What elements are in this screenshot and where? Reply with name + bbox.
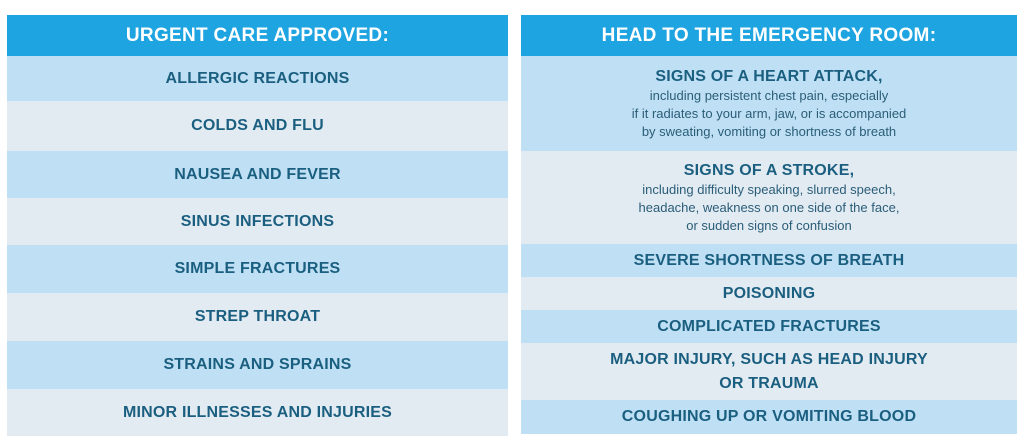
list-item: COUGHING UP OR VOMITING BLOOD <box>521 400 1017 434</box>
list-item: NAUSEA AND FEVER <box>7 151 508 198</box>
list-item-label: STRAINS AND SPRAINS <box>163 356 352 373</box>
list-item-label: SEVERE SHORTNESS OF BREATH <box>633 251 905 269</box>
list-item-label: COUGHING UP OR VOMITING BLOOD <box>621 408 917 425</box>
list-item-label: POISONING <box>722 284 816 302</box>
list-item: SINUS INFECTIONS <box>7 198 508 245</box>
list-item: MINOR ILLNESSES AND INJURIES <box>7 389 508 436</box>
list-item-label: COLDS AND FLU <box>191 117 324 134</box>
list-item-label: SINUS INFECTIONS <box>180 212 335 230</box>
list-item: COMPLICATED FRACTURES <box>521 310 1017 343</box>
list-item: SIGNS OF A HEART ATTACK, including persi… <box>521 56 1017 151</box>
list-item: SIGNS OF A STROKE, including difficulty … <box>521 151 1017 244</box>
list-item-description: headache, weakness on one side of the fa… <box>638 199 900 215</box>
list-item-label: STREP THROAT <box>194 308 321 325</box>
list-item-label: SIGNS OF A STROKE, <box>683 161 855 179</box>
list-item: MAJOR INJURY, SUCH AS HEAD INJURY OR TRA… <box>521 343 1017 400</box>
list-item: COLDS AND FLU <box>7 101 508 151</box>
list-item-description: if it radiates to your arm, jaw, or is a… <box>631 105 907 121</box>
emergency-room-panel: HEAD TO THE EMERGENCY ROOM: SIGNS OF A H… <box>521 15 1017 434</box>
list-item: ALLERGIC REACTIONS <box>7 56 508 101</box>
list-item: SEVERE SHORTNESS OF BREATH <box>521 244 1017 277</box>
list-item-label: SIMPLE FRACTURES <box>174 260 341 277</box>
list-item: STRAINS AND SPRAINS <box>7 341 508 389</box>
list-item-description: including persistent chest pain, especia… <box>649 87 889 103</box>
list-item-label-continued: OR TRAUMA <box>719 374 819 392</box>
list-item-description: including difficulty speaking, slurred s… <box>642 181 896 197</box>
list-item-label: ALLERGIC REACTIONS <box>165 69 350 87</box>
list-item: SIMPLE FRACTURES <box>7 245 508 293</box>
list-item: STREP THROAT <box>7 293 508 341</box>
list-item-label: COMPLICATED FRACTURES <box>657 317 881 335</box>
urgent-care-header: URGENT CARE APPROVED: <box>7 15 508 56</box>
list-item: POISONING <box>521 277 1017 310</box>
list-item-label: MAJOR INJURY, SUCH AS HEAD INJURY <box>610 350 928 368</box>
emergency-room-header: HEAD TO THE EMERGENCY ROOM: <box>521 15 1017 56</box>
list-item-label: NAUSEA AND FEVER <box>174 165 341 183</box>
list-item-label: SIGNS OF A HEART ATTACK, <box>655 67 883 85</box>
list-item-description: by sweating, vomiting or shortness of br… <box>641 123 897 139</box>
urgent-care-panel: URGENT CARE APPROVED: ALLERGIC REACTIONS… <box>7 15 508 436</box>
list-item-description: or sudden signs of confusion <box>686 217 852 233</box>
list-item-label: MINOR ILLNESSES AND INJURIES <box>122 403 393 421</box>
